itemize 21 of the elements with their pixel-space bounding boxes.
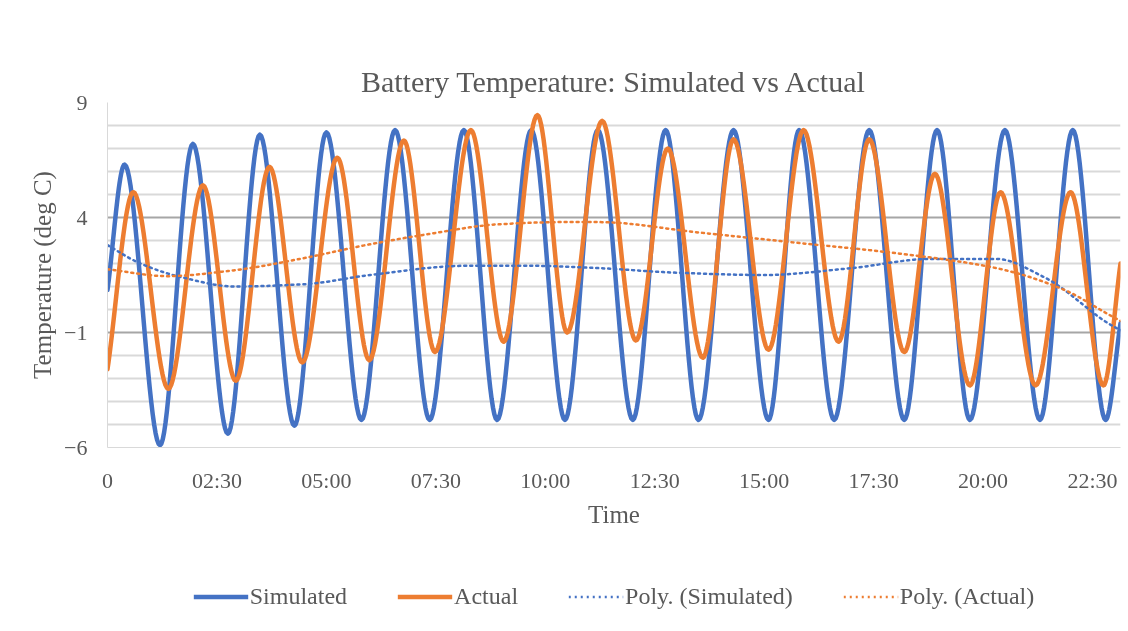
chart-title: Battery Temperature: Simulated vs Actual xyxy=(360,64,865,98)
x-tick-label: 12:30 xyxy=(629,467,680,493)
x-tick-label: 0 xyxy=(102,467,113,493)
x-tick-label: 10:00 xyxy=(520,467,571,493)
y-tick-label: 9 xyxy=(76,89,88,115)
y-tick-label: 4 xyxy=(76,204,88,230)
y-tick-label: −1 xyxy=(64,319,88,345)
legend-label: Actual xyxy=(454,582,519,610)
x-tick-label: 20:00 xyxy=(957,467,1009,493)
x-tick-label: 15:00 xyxy=(739,467,790,493)
legend-label: Poly. (Actual) xyxy=(899,582,1035,610)
x-tick-label: 22:30 xyxy=(1067,467,1118,493)
x-tick-label: 02:30 xyxy=(191,467,243,493)
y-axis-title: Temperature (deg C) xyxy=(29,171,58,379)
legend-label: Poly. (Simulated) xyxy=(625,582,793,610)
y-tick-label: −6 xyxy=(64,434,88,460)
x-tick-label: 17:30 xyxy=(848,467,899,493)
legend-label: Simulated xyxy=(249,582,348,610)
x-tick-label: 05:00 xyxy=(301,467,352,493)
x-tick-label: 07:30 xyxy=(410,467,461,493)
x-axis-title: Time xyxy=(588,500,640,528)
